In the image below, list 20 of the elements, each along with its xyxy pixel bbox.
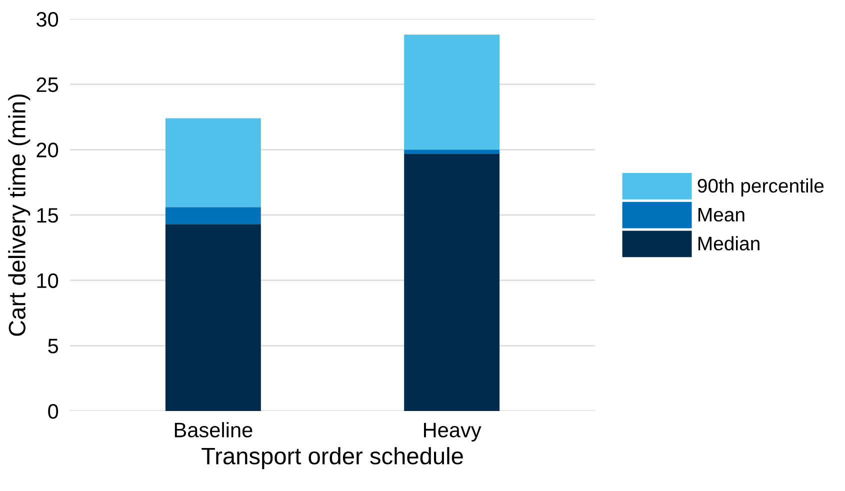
- legend-label: Median: [698, 236, 760, 250]
- x-tick-label: Heavy: [424, 422, 482, 442]
- y-tick-label: 30: [36, 12, 58, 27]
- bar: [165, 118, 261, 208]
- bar: [404, 150, 500, 154]
- x-axis-title: Transport order schedule: [202, 447, 463, 470]
- y-tick-label: 25: [36, 77, 58, 92]
- legend-label: 90th percentile: [698, 178, 824, 197]
- bar: [165, 207, 261, 224]
- bar: [404, 154, 500, 411]
- y-tick-label: 5: [48, 338, 58, 354]
- x-tick-label: Baseline: [174, 422, 252, 438]
- y-tick-label: 20: [36, 142, 58, 158]
- y-axis-title: Cart delivery time (min): [8, 94, 30, 336]
- y-tick-label: 0: [48, 404, 58, 419]
- legend-label: Mean: [698, 208, 744, 222]
- bar: [404, 34, 500, 150]
- y-tick-label: 15: [37, 208, 58, 223]
- y-tick-label: 10: [37, 273, 58, 288]
- bar: [165, 224, 261, 411]
